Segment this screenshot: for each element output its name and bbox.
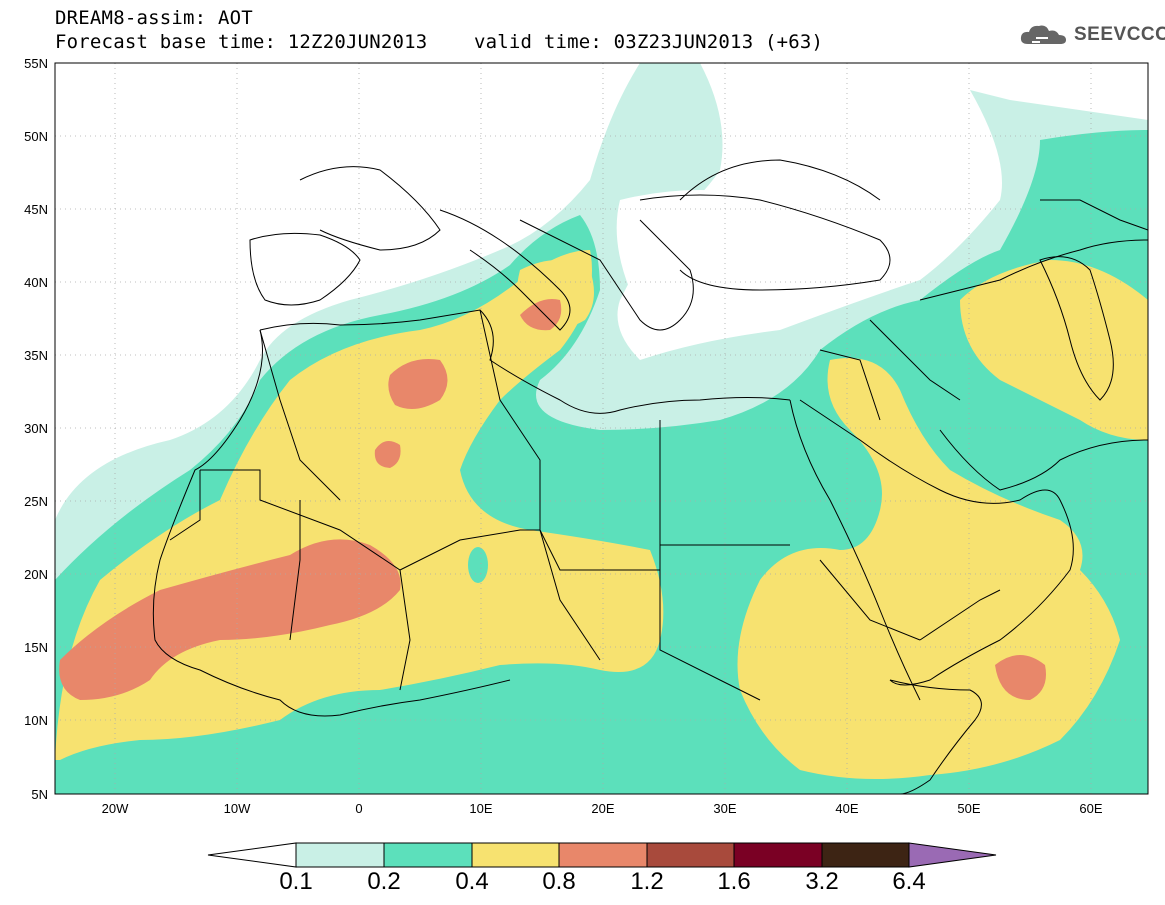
colorbar-swatch xyxy=(383,842,473,868)
lat-label: 50N xyxy=(24,129,48,144)
map-frame xyxy=(54,62,1149,795)
lat-label: 35N xyxy=(24,348,48,363)
lat-label: 15N xyxy=(24,640,48,655)
colorbar-label: 1.2 xyxy=(630,868,664,895)
colorbar-swatch xyxy=(471,842,560,868)
colorbar-low-arrow xyxy=(207,842,297,868)
aot-contour-0.8-italy xyxy=(520,299,562,331)
lon-label: 30E xyxy=(713,801,736,816)
aot-contour-0.8-algeria xyxy=(388,359,448,409)
cloud-icon xyxy=(1020,25,1066,44)
lon-label: 0 xyxy=(355,801,362,816)
colorbar-swatch xyxy=(821,842,910,868)
lon-label: 10W xyxy=(224,801,251,816)
lon-label: 50E xyxy=(957,801,980,816)
lon-label: 20E xyxy=(591,801,614,816)
aot-contours xyxy=(55,63,1148,794)
logo-text: SEEVCCC xyxy=(1074,24,1165,45)
lat-label: 30N xyxy=(24,421,48,436)
colorbar-swatch xyxy=(733,842,823,868)
lat-label: 5N xyxy=(31,787,48,802)
aot-contour-0.8-arabia xyxy=(995,655,1046,700)
colorbar-swatch xyxy=(646,842,735,868)
colorbar-swatch xyxy=(558,842,648,868)
lon-label: 60E xyxy=(1079,801,1102,816)
colorbar-label: 0.2 xyxy=(367,868,401,895)
lat-label: 55N xyxy=(24,56,48,71)
colorbar xyxy=(207,842,997,868)
colorbar-high-arrow xyxy=(908,842,997,868)
latitude-axis: 55N 50N 45N 40N 35N 30N 25N 20N 15N 10N … xyxy=(24,56,48,802)
lon-label: 20W xyxy=(102,801,129,816)
coastlines xyxy=(152,159,1148,794)
lat-label: 45N xyxy=(24,202,48,217)
longitude-axis: 20W 10W 0 10E 20E 30E 40E 50E 60E xyxy=(102,801,1103,816)
aot-clear-europe xyxy=(270,63,590,330)
lat-label: 40N xyxy=(24,275,48,290)
lon-label: 10E xyxy=(469,801,492,816)
lat-label: 10N xyxy=(24,713,48,728)
title-line-1: DREAM8-assim: AOT xyxy=(55,7,253,29)
lat-label: 25N xyxy=(24,494,48,509)
seevccc-logo: SEEVCCC xyxy=(1018,22,1165,48)
title-line-2: Forecast base time: 12Z20JUN2013 valid t… xyxy=(55,31,824,53)
colorbar-label: 6.4 xyxy=(892,868,926,895)
aot-contour-0.8-west xyxy=(59,539,401,700)
colorbar-label: 0.4 xyxy=(455,868,489,895)
aot-contour-0.8-spot xyxy=(374,441,401,468)
map-gridlines xyxy=(55,63,1148,794)
lat-label: 20N xyxy=(24,567,48,582)
lon-label: 40E xyxy=(835,801,858,816)
colorbar-swatch xyxy=(295,842,385,868)
colorbar-label: 3.2 xyxy=(805,868,839,895)
aot-clear-turkey xyxy=(616,190,900,330)
colorbar-label: 0.1 xyxy=(279,868,313,895)
colorbar-label: 1.6 xyxy=(717,868,751,895)
aot-hole xyxy=(468,547,488,583)
colorbar-label: 0.8 xyxy=(542,868,576,895)
map-title: DREAM8-assim: AOT Forecast base time: 12… xyxy=(55,6,823,54)
